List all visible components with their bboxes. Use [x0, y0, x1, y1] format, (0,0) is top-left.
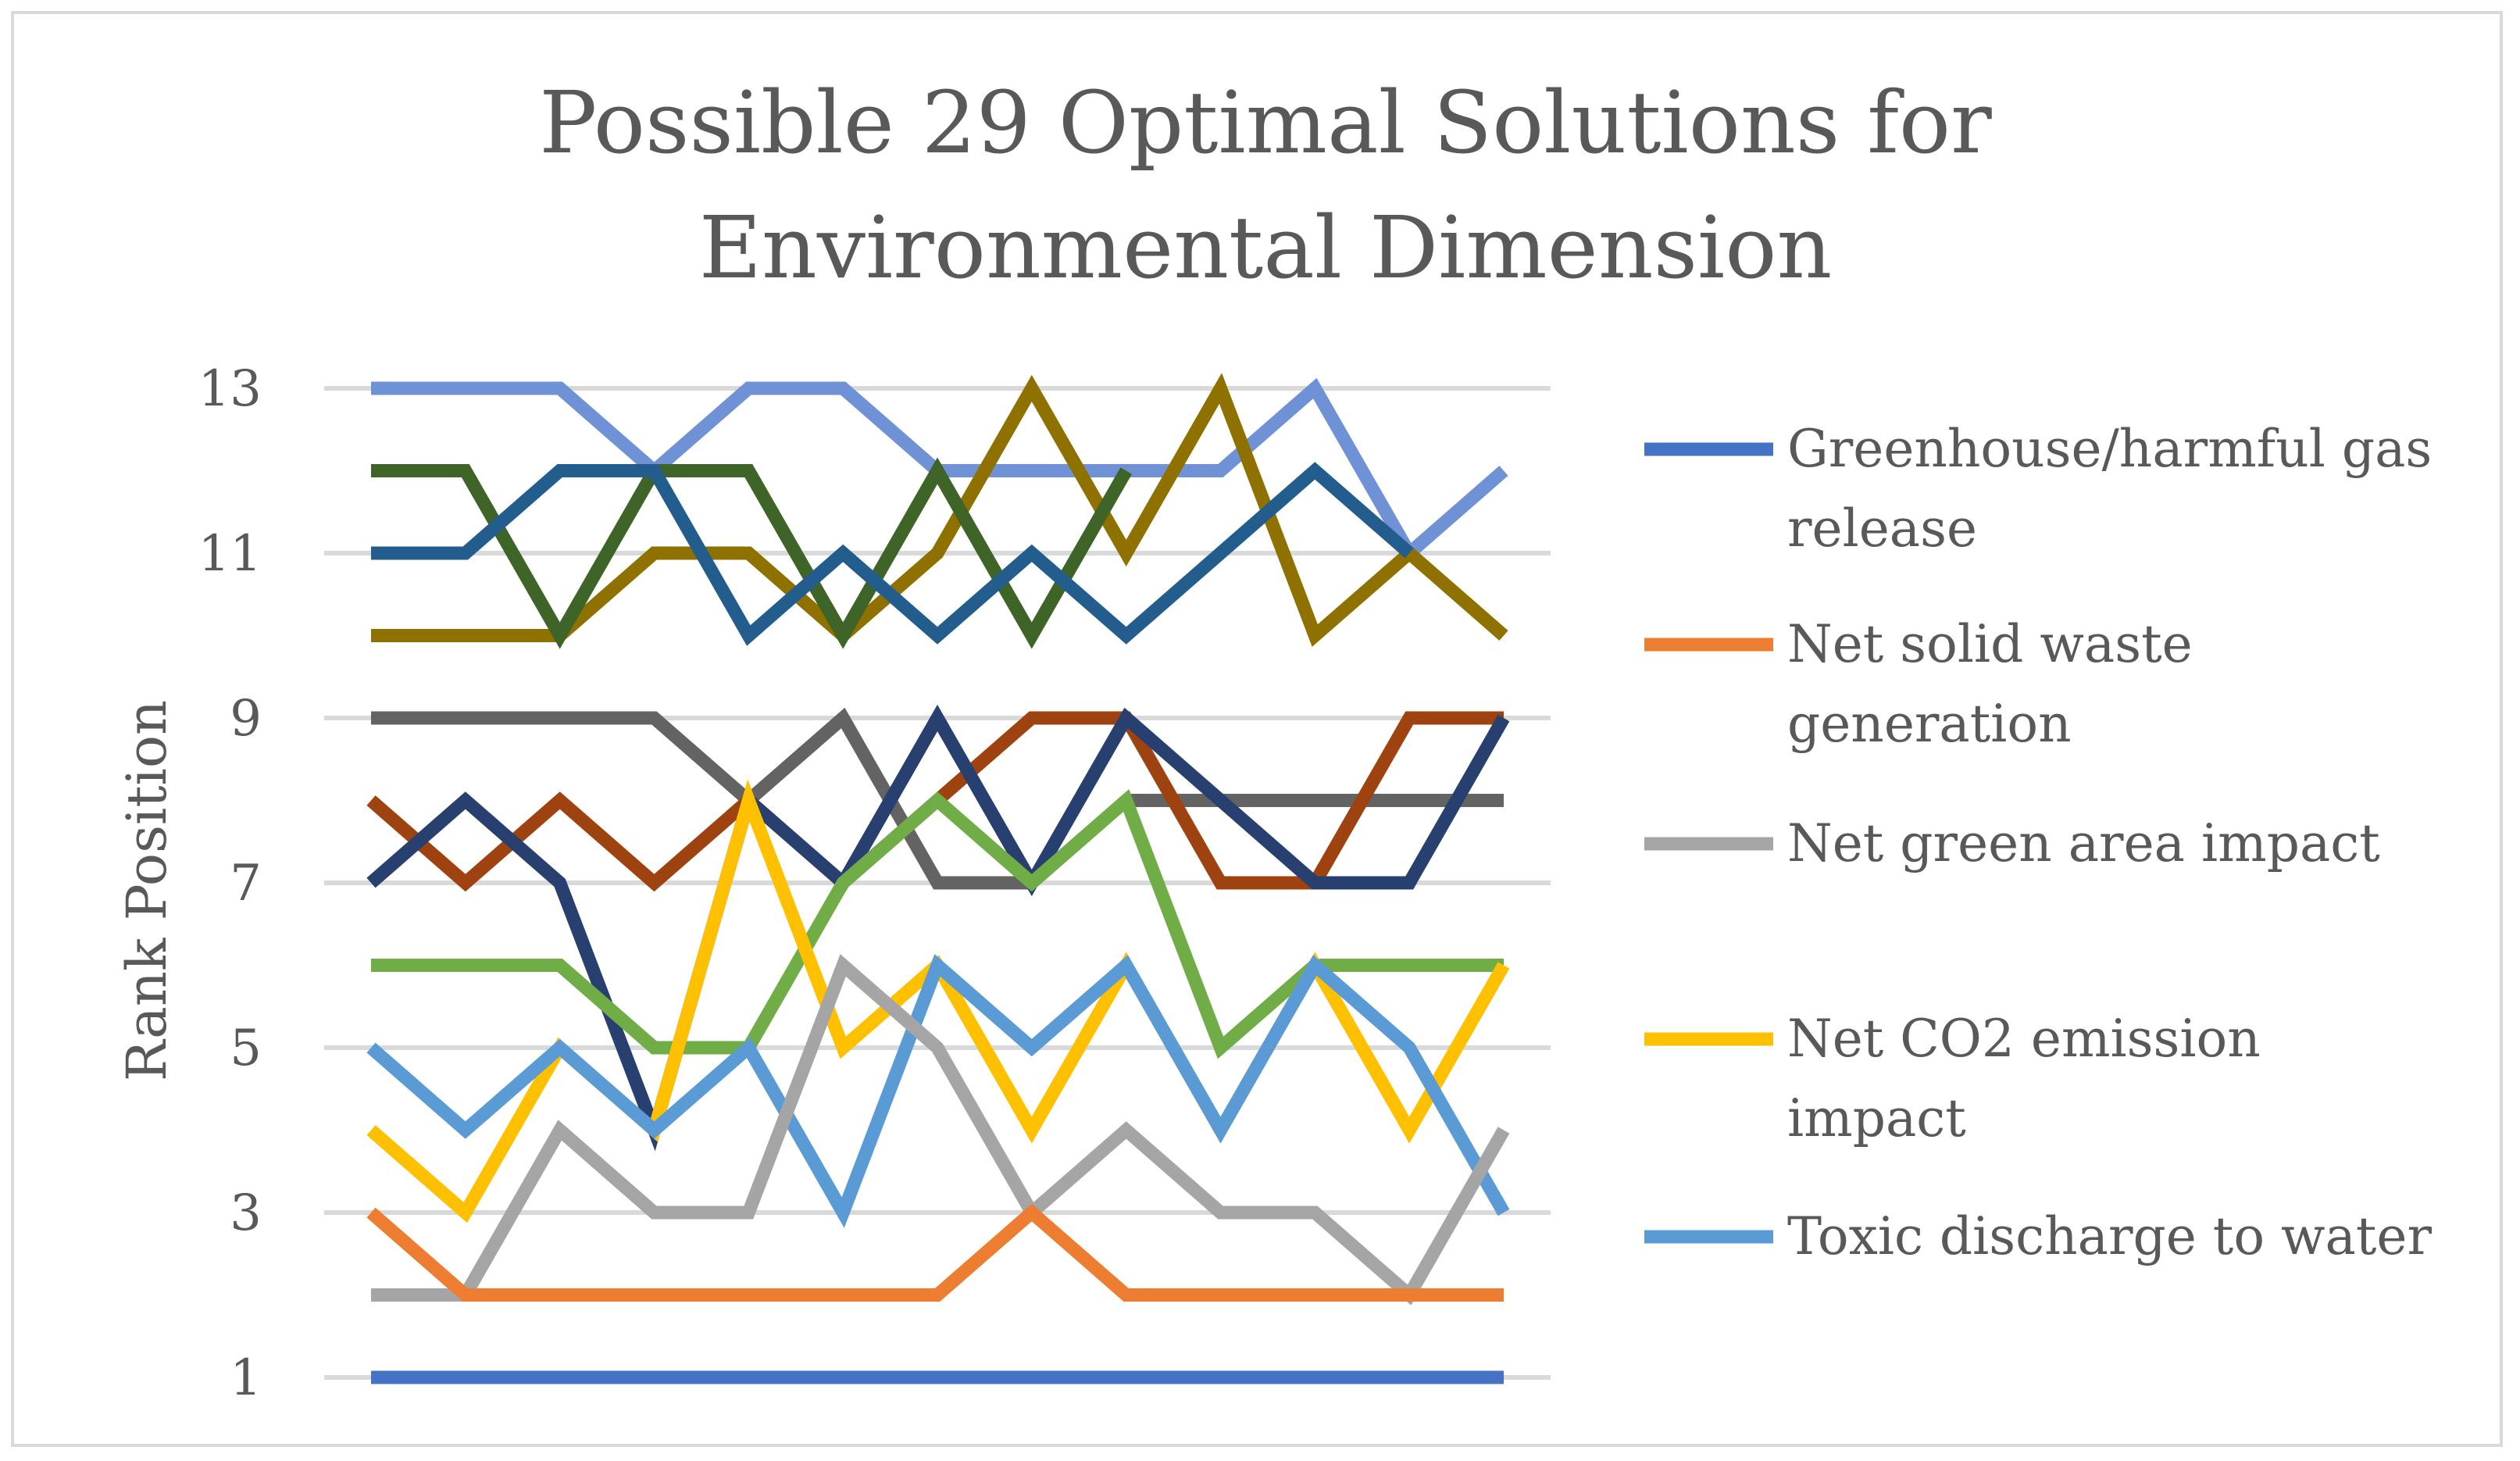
series-line-10 — [366, 954, 1510, 1228]
legend-label: Greenhouse/harmful gas — [1787, 419, 2432, 479]
legend-label: Net green area impact — [1787, 813, 2380, 873]
legend-label: Toxic discharge to water — [1787, 1206, 2432, 1266]
series-lines — [366, 373, 1510, 1384]
y-tick-label: 9 — [230, 690, 262, 748]
legend-item: Net green area impact — [1644, 813, 2380, 873]
y-tick-label: 3 — [230, 1184, 262, 1242]
legend: Greenhouse/harmful gas release Net solid w… — [1644, 419, 2432, 1266]
legend-item: Toxic discharge to water — [1644, 1206, 2432, 1266]
y-tick-label: 1 — [230, 1349, 262, 1407]
chart-title-line-2: Environmental Dimension — [699, 198, 1833, 298]
series-line-11 — [371, 954, 1510, 1306]
legend-item: Net CO2 emission impact — [1644, 1009, 2261, 1148]
legend-label: release — [1787, 498, 1977, 559]
legend-label: Net solid waste — [1787, 614, 2193, 674]
y-tick-label: 11 — [198, 525, 262, 583]
legend-item: Greenhouse/harmful gas release — [1644, 419, 2432, 559]
legend-label: generation — [1787, 694, 2072, 754]
y-tick-label: 7 — [230, 855, 262, 913]
legend-label: Net CO2 emission — [1787, 1009, 2261, 1069]
chart-title: Possible 29 Optimal Solutions for Enviro… — [539, 73, 1992, 298]
y-tick-label: 13 — [198, 360, 262, 418]
chart-title-line-1: Possible 29 Optimal Solutions for — [539, 73, 1992, 173]
y-axis-label: Rank Position — [115, 700, 179, 1081]
legend-item: Net solid waste generation — [1644, 614, 2193, 754]
legend-label: impact — [1787, 1088, 1966, 1148]
series-line-4 — [371, 462, 1414, 646]
y-tick-label: 5 — [230, 1020, 262, 1077]
series-line-7 — [366, 704, 1510, 1152]
series-line-12 — [366, 1203, 1504, 1302]
series-line-5 — [371, 707, 1504, 890]
